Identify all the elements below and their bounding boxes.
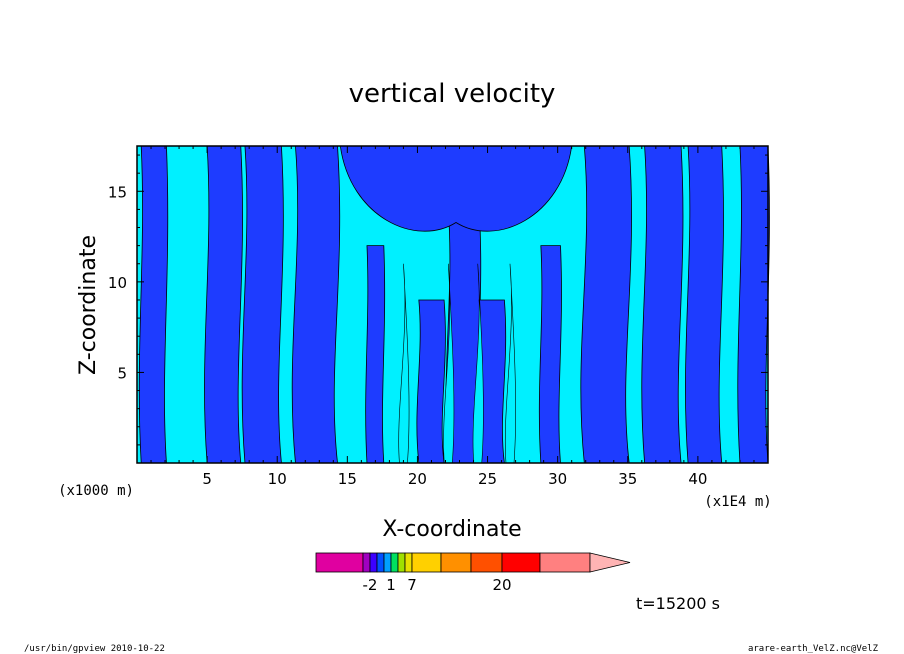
colorbar-segment <box>411 552 442 573</box>
negative-plume-band <box>580 145 632 464</box>
x-tick-label: 40 <box>688 470 707 488</box>
colorbar-segment <box>440 552 472 573</box>
x-tick-label: 5 <box>202 470 212 488</box>
negative-plume-band <box>538 245 562 464</box>
colorbar-segment <box>397 552 406 573</box>
colorbar-segment <box>362 552 371 573</box>
x-axis-ticks: 5 10 15 20 25 30 35 40 <box>150 146 755 488</box>
colorbar-segment <box>404 552 413 573</box>
colorbar <box>315 552 631 573</box>
footer-source: arare-earth_VelZ.nc@VelZ <box>748 644 879 654</box>
x-tick-label: 15 <box>338 470 357 488</box>
time-label: t=15200 s <box>636 594 720 613</box>
colorbar-segment <box>376 552 385 573</box>
colorbar-segment <box>315 552 364 573</box>
y-scale-note: (x1E4 m) <box>704 494 771 510</box>
negative-plume-band <box>416 299 446 464</box>
negative-plume-band <box>291 145 341 464</box>
colorbar-tick-label: -2 <box>363 576 378 594</box>
colorbar-tick-label: 1 <box>386 576 396 594</box>
colorbar-segment <box>501 552 541 573</box>
colorbar-segment <box>470 552 503 573</box>
y-tick-label: 5 <box>117 364 127 382</box>
x-axis-label: X-coordinate <box>382 517 521 542</box>
negative-plume-band <box>685 145 724 464</box>
colorbar-segment <box>390 552 399 573</box>
colorbar-extend-arrow <box>589 552 631 573</box>
y-axis-label: Z-coordinate <box>76 235 101 375</box>
x-tick-label: 20 <box>408 470 427 488</box>
negative-plume-band <box>737 145 770 464</box>
positive-streak <box>443 263 455 464</box>
y-tick-label: 15 <box>108 183 127 201</box>
negative-plume-band <box>204 145 243 464</box>
colorbar-segment <box>539 552 591 573</box>
negative-plume-band <box>641 145 684 464</box>
positive-streak <box>504 263 516 464</box>
negative-plume-band <box>138 145 169 464</box>
x-scale-note: (x1000 m) <box>58 483 134 499</box>
colorbar-segment <box>369 552 378 573</box>
negative-plume-band <box>365 245 386 464</box>
x-tick-label: 35 <box>618 470 637 488</box>
y-tick-label: 10 <box>108 274 127 292</box>
x-tick-label: 30 <box>548 470 567 488</box>
chart-title: vertical velocity <box>349 79 556 109</box>
x-tick-label: 25 <box>478 470 497 488</box>
contour-plot-area <box>137 145 770 464</box>
colorbar-tick-label: 20 <box>492 576 511 594</box>
x-tick-label: 10 <box>268 470 287 488</box>
footer-program: /usr/bin/gpview 2010-10-22 <box>24 644 165 654</box>
colorbar-tick-label: 7 <box>407 576 417 594</box>
colorbar-segment <box>383 552 392 573</box>
y-axis-ticks: 5 10 15 <box>108 154 768 446</box>
positive-streak <box>472 263 484 464</box>
positive-streak <box>398 263 410 464</box>
colorbar-tick-labels: -2 1 7 20 <box>363 576 512 594</box>
negative-plume-band <box>241 145 284 464</box>
negative-upper-cap <box>339 145 573 232</box>
plot-frame <box>136 145 769 464</box>
